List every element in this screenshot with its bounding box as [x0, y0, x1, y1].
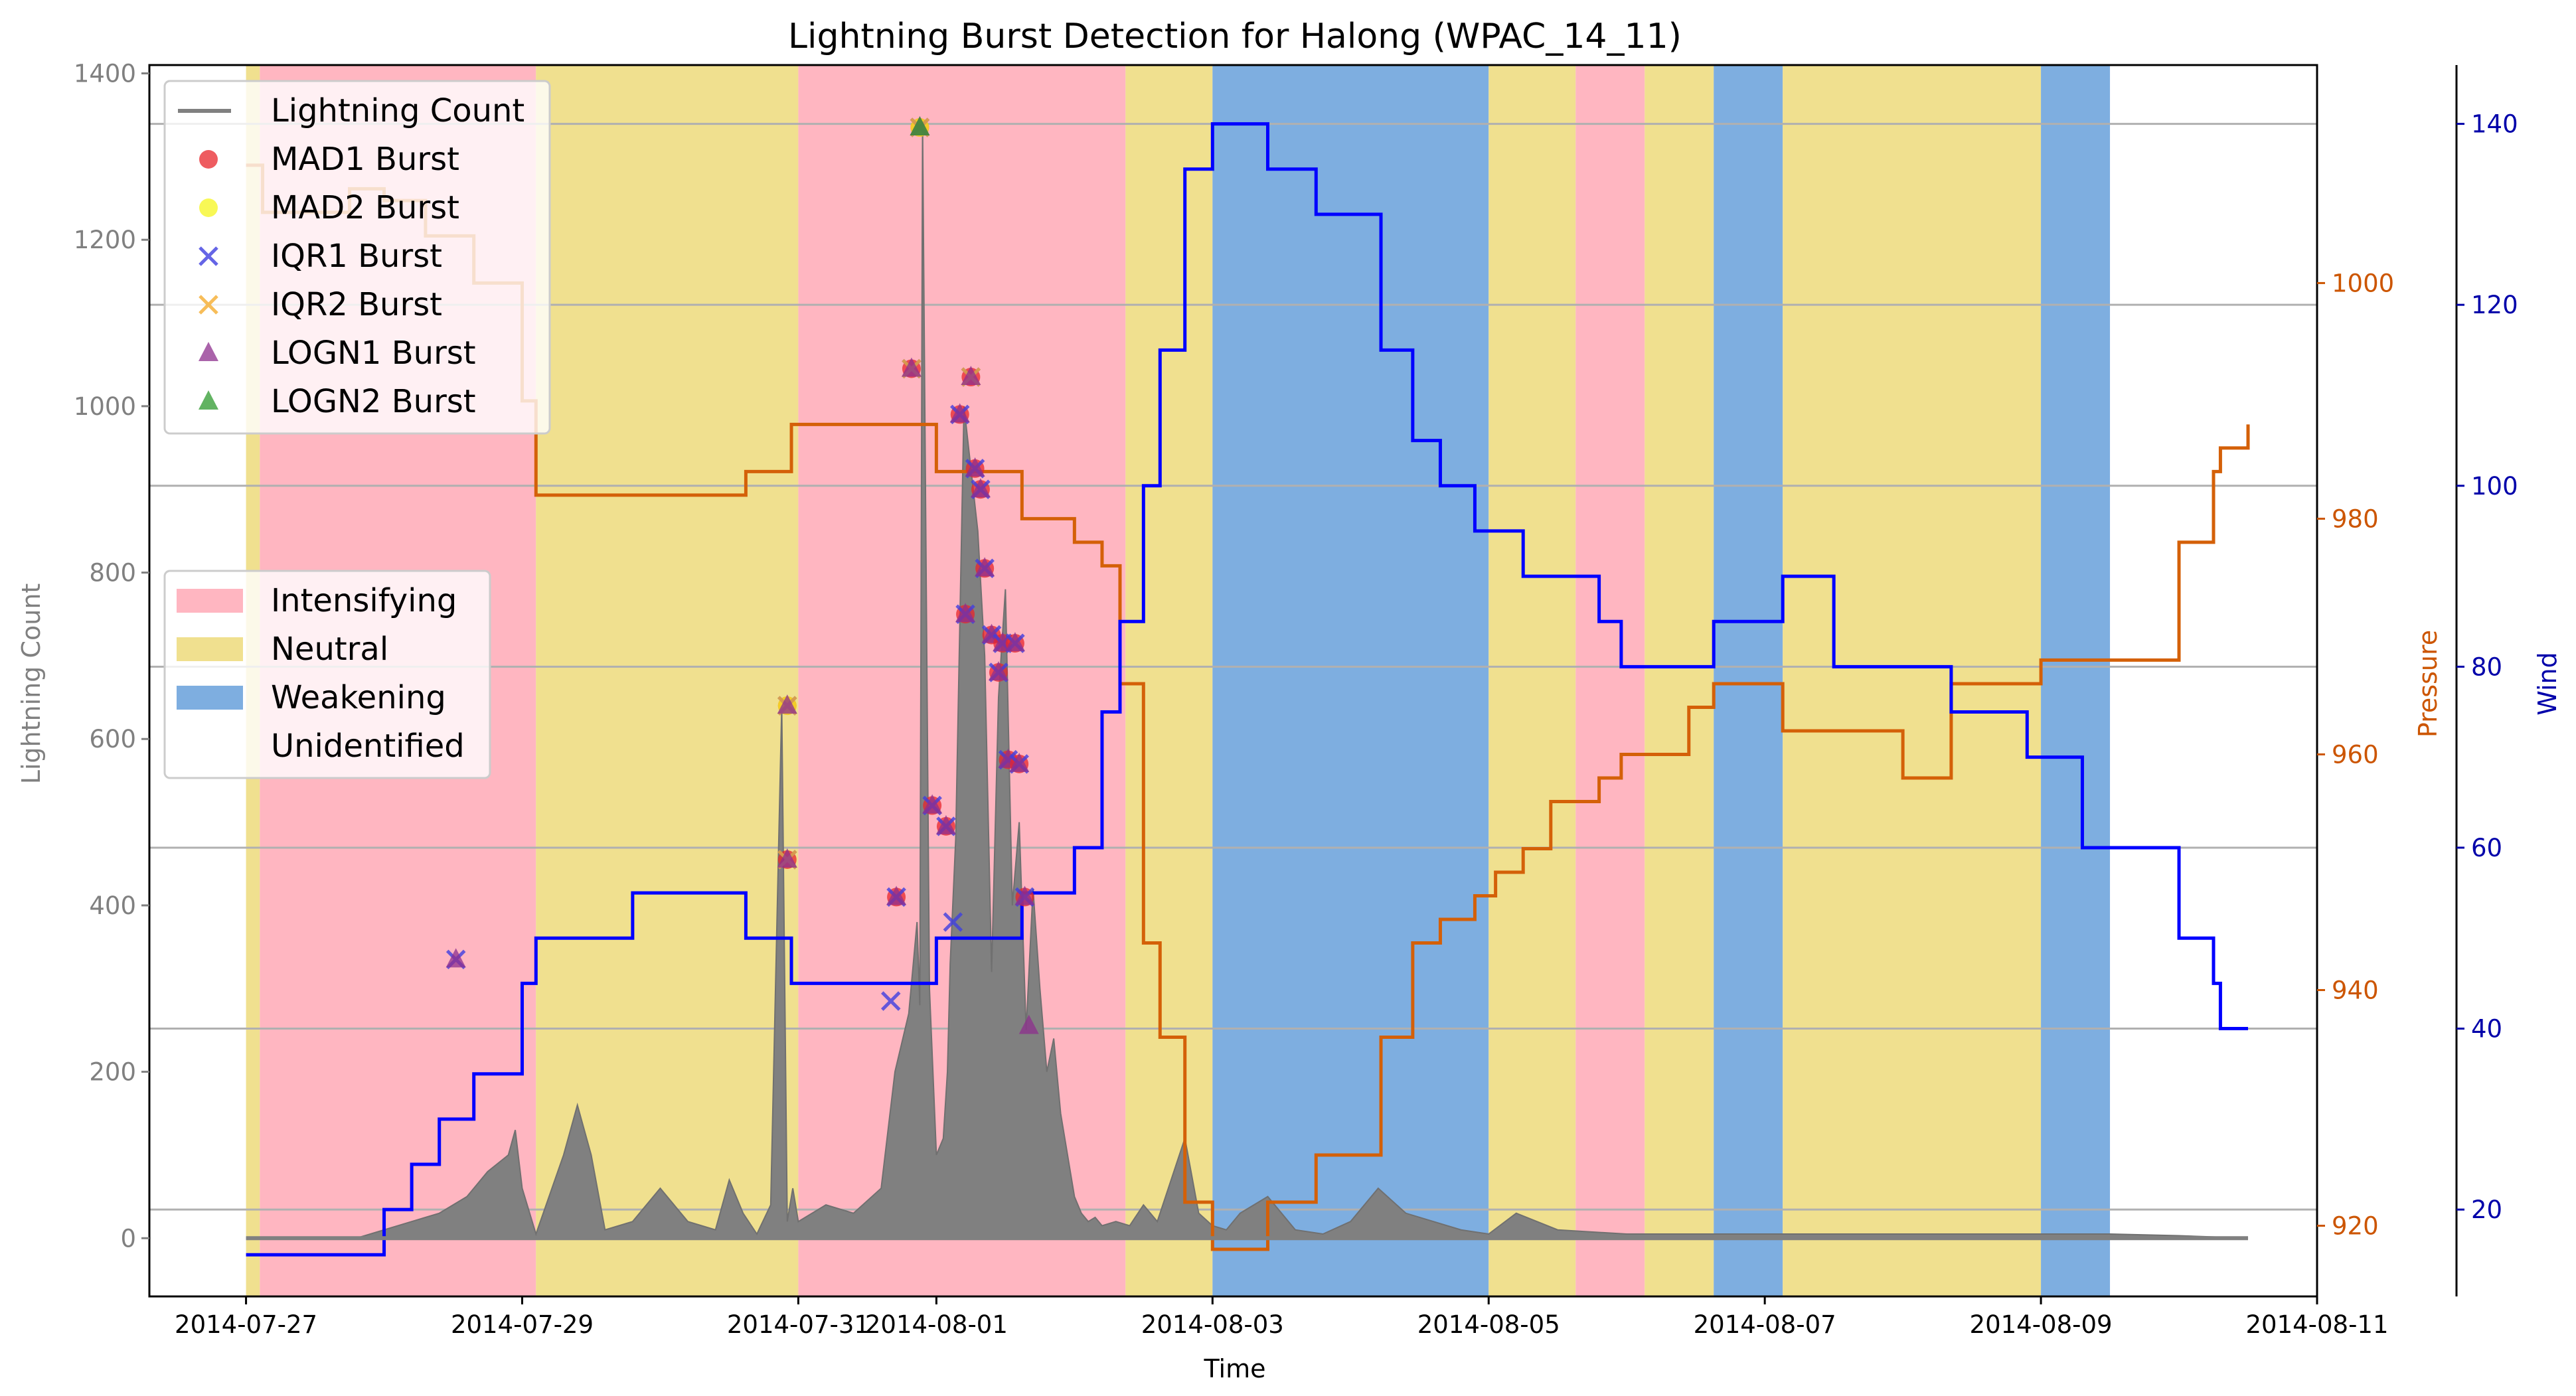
- legends: Lightning Count MAD1 Burst MAD2 Burst IQR1 …: [163, 80, 551, 779]
- legend-swatch: [199, 390, 218, 410]
- x-tick-label: 2014-08-03: [1141, 1310, 1284, 1339]
- y-tick-label-pressure: 940: [2332, 976, 2379, 1004]
- y-tick-label-wind: 120: [2471, 291, 2518, 319]
- x-tick-label: 2014-08-07: [1694, 1310, 1836, 1339]
- wind-line: [246, 122, 2249, 1257]
- legend-label: Intensifying: [271, 582, 457, 619]
- y-tick-label-lightning: 1400: [74, 60, 136, 88]
- y-tick-label-wind: 60: [2471, 834, 2502, 862]
- legend-swatch: [177, 686, 243, 710]
- x-axis-label: Time: [1204, 1354, 1266, 1383]
- y-tick-label-wind: 100: [2471, 472, 2518, 501]
- legend-swatch: [199, 198, 218, 217]
- x-tick-label: 2014-08-01: [865, 1310, 1008, 1339]
- y-tick-label-pressure: 920: [2332, 1211, 2379, 1240]
- lightning-area: [246, 123, 2249, 1239]
- burst-marker-logn1: [970, 478, 991, 498]
- y-axis-label-wind: Wind: [2533, 652, 2562, 716]
- lightning-count-area: [246, 123, 2249, 1239]
- y-tick-label-lightning: 400: [89, 892, 136, 920]
- phase-band-weakening: [2041, 65, 2111, 1296]
- phase-band-intensifying: [1575, 65, 1645, 1296]
- burst-marker-logn1: [777, 694, 797, 714]
- burst-marker-logn1: [961, 366, 981, 386]
- burst-marker-logn2: [910, 116, 930, 136]
- legend-swatch: [199, 246, 218, 266]
- phase-band-neutral: [1783, 65, 2042, 1296]
- burst-marker-logn1: [1018, 1014, 1039, 1034]
- burst-marker-logn1: [949, 403, 970, 423]
- legend-label: Unidentified: [271, 728, 465, 765]
- legend-swatch: [199, 295, 218, 315]
- series-lines: [246, 122, 2250, 1257]
- burst-marker-logn1: [1009, 752, 1030, 772]
- burst-marker-logn1: [1014, 886, 1035, 905]
- x-tick-label: 2014-08-09: [1970, 1310, 2113, 1339]
- legend-swatch: [177, 589, 243, 613]
- x-tick-label: 2014-07-27: [175, 1310, 317, 1339]
- chart-title: Lightning Burst Detection for Halong (WP…: [788, 17, 1682, 56]
- x-tick-label: 2014-07-29: [451, 1310, 594, 1339]
- legend-label: LOGN1 Burst: [271, 335, 476, 372]
- y-tick-label-lightning: 200: [89, 1058, 136, 1087]
- burst-marker-iqr1: [880, 991, 901, 1011]
- y-axis-label-lightning: Lightning Count: [17, 583, 46, 785]
- burst-marker-logn1: [975, 557, 995, 577]
- legend-swatch: [199, 150, 218, 169]
- legend-series-box: [163, 80, 551, 435]
- y-tick-label-pressure: 980: [2332, 504, 2379, 533]
- legend-swatch: [177, 734, 243, 758]
- legend-swatch: [199, 342, 218, 361]
- legend-label: Lightning Count: [271, 92, 524, 129]
- y-tick-label-wind: 40: [2471, 1015, 2502, 1044]
- burst-marker-iqr1: [943, 912, 963, 932]
- legend-label: IQR1 Burst: [271, 238, 442, 275]
- burst-markers: [445, 116, 1039, 1034]
- phase-band-weakening: [1714, 65, 1783, 1296]
- x-tick-label: 2014-08-05: [1417, 1310, 1560, 1339]
- burst-marker-logn1: [1005, 632, 1025, 652]
- phase-band-neutral: [536, 65, 799, 1296]
- y-axis-label-pressure: Pressure: [2413, 630, 2443, 737]
- legend-label: MAD2 Burst: [271, 189, 459, 226]
- phase-band-neutral: [1645, 65, 1714, 1296]
- phase-band-neutral: [1125, 65, 1213, 1296]
- plot-frame: [148, 64, 2318, 1298]
- y-tick-label-wind: 20: [2471, 1196, 2502, 1224]
- phase-bands: [246, 65, 2111, 1296]
- y-tick-label-lightning: 600: [89, 725, 136, 753]
- y-tick-label-lightning: 1000: [74, 392, 136, 421]
- burst-marker-logn1: [445, 948, 466, 968]
- legend-label: Neutral: [271, 631, 388, 668]
- phase-band-weakening: [1212, 65, 1489, 1296]
- burst-marker-logn1: [935, 814, 956, 834]
- legend-label: Weakening: [271, 679, 446, 716]
- y-tick-label-lightning: 800: [89, 559, 136, 587]
- x-tick-label: 2014-07-31: [727, 1310, 870, 1339]
- legend-label: IQR2 Burst: [271, 286, 442, 323]
- burst-marker-logn1: [886, 886, 907, 905]
- legend-swatch: [177, 637, 243, 661]
- legend-label: LOGN2 Burst: [271, 383, 476, 420]
- y-tick-label-lightning: 0: [120, 1224, 136, 1253]
- legend-phase-box: [163, 570, 491, 779]
- y-tick-label-wind: 140: [2471, 110, 2518, 139]
- burst-marker-logn1: [922, 794, 943, 814]
- axes: 0 200 400 600 800 1000 1200 1400 920 940 960 980 100…: [74, 60, 2518, 1339]
- burst-marker-logn1: [955, 603, 976, 623]
- y-tick-label-pressure: 1000: [2332, 269, 2394, 297]
- x-tick-label: 2014-08-11: [2245, 1310, 2388, 1339]
- burst-marker-logn1: [965, 457, 985, 477]
- y-tick-label-lightning: 1200: [74, 226, 136, 254]
- phase-band-neutral: [1489, 65, 1576, 1296]
- pressure-line: [246, 163, 2250, 1251]
- burst-marker-logn1: [777, 848, 797, 868]
- y-tick-label-wind: 80: [2471, 653, 2502, 681]
- burst-marker-logn1: [988, 660, 1008, 680]
- y-tick-label-pressure: 960: [2332, 740, 2379, 769]
- burst-marker-logn1: [901, 357, 922, 377]
- legend-label: MAD1 Burst: [271, 141, 459, 178]
